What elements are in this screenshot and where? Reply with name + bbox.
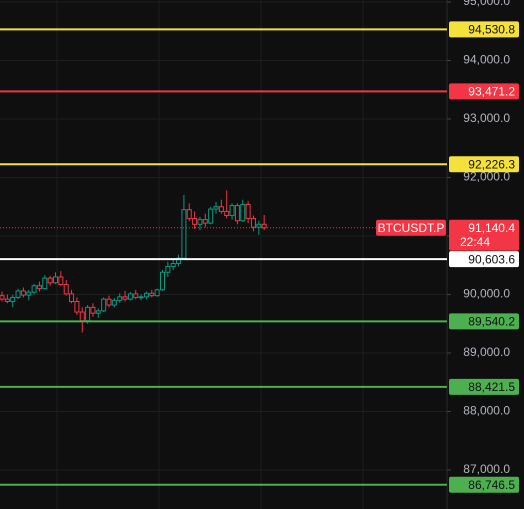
candle-body: [133, 293, 139, 298]
candle-body: [69, 293, 75, 303]
y-tick-label: 89,000.0: [463, 345, 510, 359]
candle-body: [208, 208, 214, 224]
candle-body: [122, 296, 128, 300]
level-label: 93,471.2: [468, 85, 515, 99]
candle-body: [250, 217, 256, 228]
candle-body: [20, 290, 26, 296]
countdown-label: 22:44: [460, 235, 490, 249]
level-label: 89,540.2: [468, 315, 515, 329]
candle-body: [85, 306, 91, 322]
candle-body: [218, 206, 224, 212]
y-tick-label: 90,000.0: [463, 287, 510, 301]
level-label-box: [449, 83, 519, 100]
candle-body: [186, 209, 192, 219]
y-tick-label: 95,000.0: [463, 0, 510, 8]
symbol-label: BTCUSDT.P: [378, 221, 445, 235]
level-label-box: [449, 251, 519, 268]
candle-body: [127, 293, 133, 300]
candle-body: [213, 206, 219, 210]
candle-body: [117, 296, 123, 301]
candle-body: [245, 203, 251, 219]
y-tick-label: 94,000.0: [463, 53, 510, 67]
candle-body: [90, 306, 96, 314]
candle-body: [202, 219, 208, 224]
candle-body: [138, 296, 144, 299]
candle-body: [101, 298, 107, 312]
candle-body: [256, 223, 262, 228]
candle-body: [240, 203, 246, 222]
level-label: 86,746.5: [468, 478, 515, 492]
price-box: [449, 219, 519, 251]
candle-body: [79, 311, 85, 322]
level-label-box: [449, 21, 519, 38]
candle-body: [234, 205, 240, 222]
candle-body: [143, 292, 149, 298]
candle-body: [261, 223, 267, 229]
candle-body: [15, 290, 21, 298]
candle-body: [58, 276, 64, 286]
candle-body: [111, 299, 117, 306]
level-label: 92,226.3: [468, 157, 515, 171]
level-label: 94,530.8: [468, 23, 515, 37]
candle-body: [197, 219, 203, 225]
candle-body: [74, 301, 80, 313]
symbol-box: [376, 219, 446, 236]
candle-body: [95, 310, 101, 314]
level-label-box: [449, 313, 519, 330]
level-label-box: [449, 378, 519, 395]
candle-body: [149, 292, 155, 297]
y-tick-label: 87,000.0: [463, 462, 510, 476]
candle-body: [229, 205, 235, 217]
candle-body: [181, 209, 187, 259]
level-label-box: [449, 156, 519, 173]
candle-body: [224, 210, 230, 217]
y-tick-label: 93,000.0: [463, 111, 510, 125]
candle-body: [154, 289, 160, 297]
y-tick-label: 92,000.0: [463, 170, 510, 184]
candle-body: [170, 262, 176, 267]
candle-body: [192, 217, 198, 225]
y-tick-label: 88,000.0: [463, 404, 510, 418]
candle-body: [42, 277, 48, 290]
candle-body: [10, 296, 16, 303]
candle-body: [26, 291, 32, 296]
candle-body: [4, 298, 10, 303]
candle-body: [31, 285, 37, 293]
level-label: 90,603.6: [468, 252, 515, 266]
candle-body: [0, 295, 5, 300]
candle-body: [36, 285, 42, 290]
candle-body: [160, 271, 165, 291]
candle-body: [63, 284, 69, 295]
candle-body: [165, 265, 171, 273]
candle-body: [47, 277, 53, 284]
candle-body: [106, 298, 112, 306]
level-label: 88,421.5: [468, 380, 515, 394]
candle-body: [53, 276, 58, 284]
level-label-box: [449, 476, 519, 493]
price-label: 91,140.4: [468, 221, 515, 235]
